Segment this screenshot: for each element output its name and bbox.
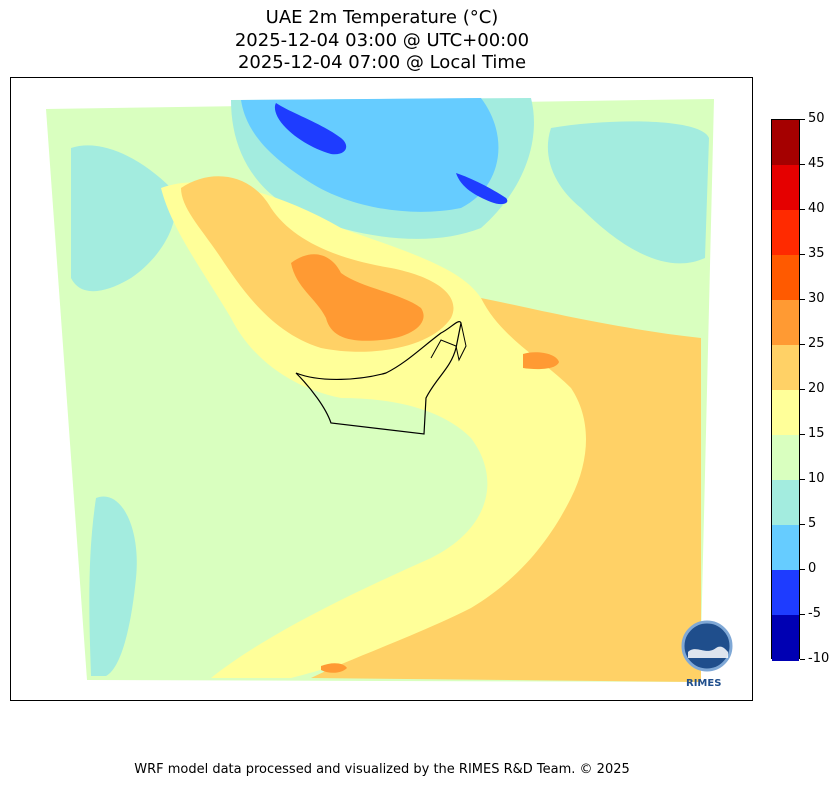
colorbar-tick <box>800 479 805 480</box>
colorbar-tick-label: 40 <box>808 201 825 216</box>
colorbar-tick <box>800 614 805 615</box>
colorbar-tick <box>800 119 805 120</box>
footer-credit: WRF model data processed and visualized … <box>134 762 630 777</box>
very-cold-zone-1 <box>274 103 347 155</box>
colorbar-tick-label: 20 <box>808 381 825 396</box>
chart-title: UAE 2m Temperature (°C) <box>265 7 499 28</box>
cool-zone-northeast <box>547 121 709 264</box>
colorbar-segment <box>772 570 799 616</box>
colorbar-segment <box>772 525 799 571</box>
colorbar-segment <box>772 390 799 436</box>
colorbar-tick-label: 45 <box>808 156 825 171</box>
cool-zone-southwest <box>89 496 137 676</box>
colorbar-tick <box>800 524 805 525</box>
colorbar-tick-label: 0 <box>808 561 817 576</box>
colorbar-tick <box>800 254 805 255</box>
colorbar-tick-label: -10 <box>808 651 830 666</box>
colorbar-segment <box>772 255 799 301</box>
colorbar-tick <box>800 569 805 570</box>
oman-border <box>430 322 467 362</box>
colorbar-tick <box>800 434 805 435</box>
uae-border <box>295 321 462 435</box>
colorbar-tick-label: 30 <box>808 291 825 306</box>
colorbar-tick <box>800 164 805 165</box>
hot-zone-south <box>321 663 347 673</box>
colorbar-tick-label: 15 <box>808 426 825 441</box>
colorbar-segment <box>772 345 799 391</box>
colorbar-tick <box>800 659 805 660</box>
colorbar-segment <box>772 300 799 346</box>
temperature-colorbar <box>771 119 800 661</box>
hot-zone-oman <box>523 352 559 370</box>
colorbar-tick-label: 35 <box>808 246 825 261</box>
local-time-label: 2025-12-04 07:00 @ Local Time <box>237 52 527 73</box>
colorbar-tick-label: -5 <box>808 606 821 621</box>
colorbar-tick-label: 5 <box>808 516 817 531</box>
colorbar-segment <box>772 210 799 256</box>
cool-zone-north <box>71 145 176 292</box>
colorbar-tick-label: 10 <box>808 471 825 486</box>
colorbar-segment <box>772 120 799 166</box>
colorbar-segment <box>772 615 799 661</box>
colorbar-tick-label: 25 <box>808 336 825 351</box>
colorbar-tick-label: 50 <box>808 111 825 126</box>
utc-time-label: 2025-12-04 03:00 @ UTC+00:00 <box>234 30 530 51</box>
colorbar-segment <box>772 480 799 526</box>
hot-zone-gulf <box>291 254 424 341</box>
map-canvas <box>46 98 714 682</box>
colorbar-tick <box>800 389 805 390</box>
rimes-logo <box>681 620 733 672</box>
colorbar-tick <box>800 209 805 210</box>
warm-zone-southeast <box>311 298 701 682</box>
temperature-map[interactable] <box>10 77 753 701</box>
colorbar-segment <box>772 435 799 481</box>
colorbar-tick <box>800 299 805 300</box>
very-cold-zone-2 <box>456 173 508 205</box>
logo-text: RIMES <box>686 678 722 689</box>
colorbar-tick <box>800 344 805 345</box>
colorbar-segment <box>772 165 799 211</box>
